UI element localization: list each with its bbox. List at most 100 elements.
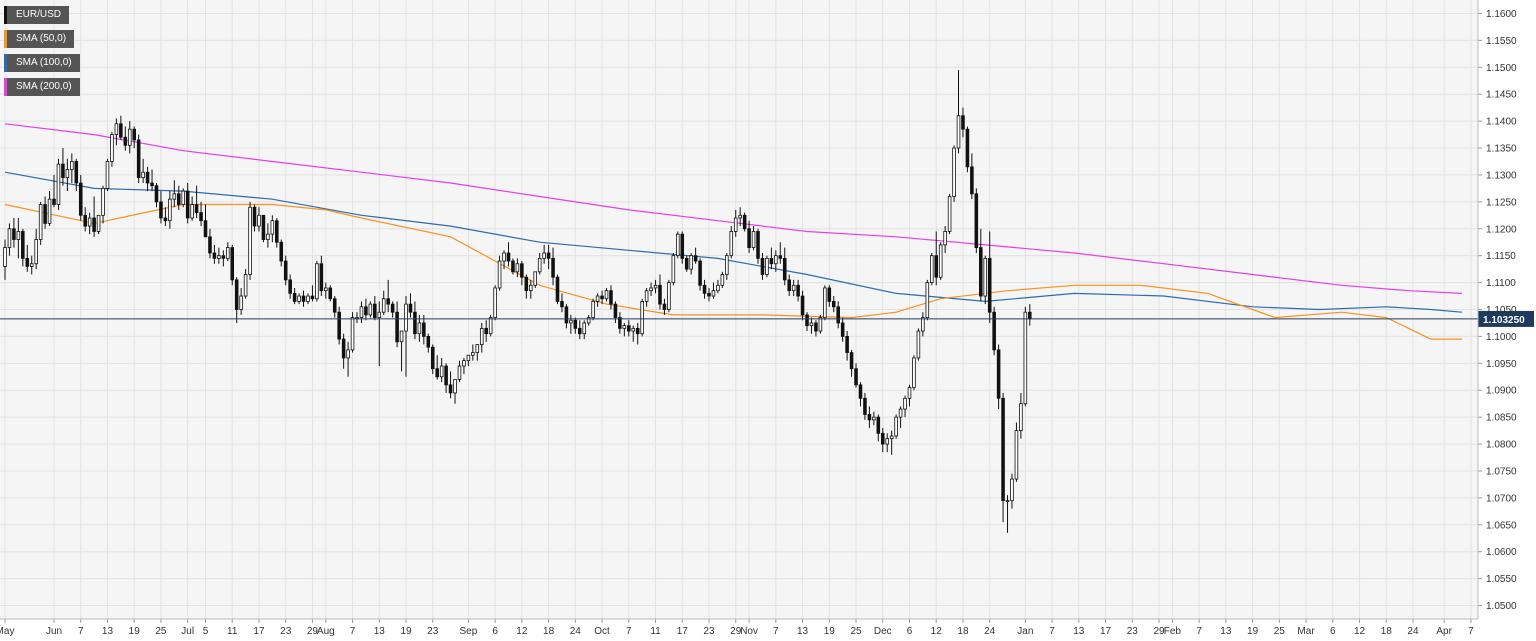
- candle: [74, 158, 79, 192]
- candle: [154, 183, 159, 208]
- candle: [61, 148, 65, 186]
- x-tick-label: 11: [650, 626, 661, 637]
- candle-body: [970, 166, 974, 195]
- x-tick-label: 7: [626, 626, 632, 637]
- candle-body: [168, 198, 172, 222]
- candle: [622, 322, 627, 337]
- candle: [640, 298, 644, 337]
- candle-body: [520, 263, 524, 278]
- candle-body: [577, 327, 582, 335]
- x-tick-label: Feb: [1164, 626, 1182, 637]
- candle: [1005, 495, 1010, 533]
- candle-body: [693, 255, 698, 262]
- candle: [404, 296, 408, 377]
- candle-body: [796, 284, 800, 297]
- candle: [270, 215, 275, 243]
- last-price-badge: [1478, 310, 1534, 327]
- candle-body: [943, 231, 947, 246]
- candle-body: [742, 214, 747, 230]
- candle: [676, 231, 680, 259]
- candle: [408, 293, 413, 318]
- candle-body: [698, 260, 702, 286]
- candle-body: [992, 311, 996, 351]
- candle: [644, 287, 649, 307]
- candle: [199, 201, 203, 227]
- candle-body: [965, 128, 970, 168]
- legend-item-sma-50[interactable]: SMA (50,0): [4, 30, 75, 48]
- candle-body: [243, 274, 248, 297]
- candle-body: [898, 408, 903, 418]
- candle-body: [190, 204, 194, 219]
- y-tick-label: 1.0600: [1486, 547, 1517, 558]
- candle-body: [564, 306, 569, 324]
- candle-body: [413, 311, 417, 335]
- y-tick-label: 1.0900: [1486, 386, 1517, 397]
- legend-item-sma-100[interactable]: SMA (100,0): [4, 54, 80, 72]
- x-tick-label: 12: [516, 626, 528, 637]
- candle-body: [83, 214, 87, 227]
- candle: [814, 320, 818, 337]
- candle: [332, 296, 337, 318]
- candle: [627, 320, 631, 337]
- x-tick-label: Jun: [46, 626, 62, 637]
- candle-body: [885, 438, 890, 445]
- candle-body: [635, 327, 640, 335]
- legend-item-sma-200[interactable]: SMA (200,0): [4, 78, 80, 96]
- candle: [662, 298, 667, 315]
- candle: [934, 231, 939, 286]
- candle-body: [809, 322, 814, 327]
- x-tick-label: Aug: [317, 626, 335, 637]
- y-tick-label: 1.1400: [1486, 117, 1517, 128]
- x-tick-label: 7: [1196, 626, 1202, 637]
- candle: [497, 255, 502, 291]
- candle: [555, 274, 560, 305]
- candle-body: [96, 214, 101, 232]
- candle: [577, 320, 582, 340]
- candle: [341, 333, 346, 369]
- x-tick-label: 7: [1049, 626, 1055, 637]
- candle: [141, 158, 145, 184]
- candle-body: [528, 284, 533, 292]
- candle: [475, 344, 480, 361]
- candle-body: [582, 322, 587, 335]
- candle: [350, 312, 355, 353]
- candle-body: [163, 217, 168, 222]
- candle: [823, 285, 827, 321]
- x-tick-label: 7: [773, 626, 779, 637]
- candle: [876, 414, 881, 442]
- candle-body: [430, 346, 435, 370]
- candle-body: [61, 163, 65, 179]
- candle: [586, 314, 591, 326]
- candle-body: [226, 247, 230, 259]
- candle: [364, 298, 368, 321]
- candle: [542, 244, 546, 264]
- candle-body: [275, 220, 279, 243]
- x-tick-label: 24: [570, 626, 582, 637]
- candle-body: [840, 322, 845, 337]
- candle-body: [417, 322, 422, 335]
- candle-body: [800, 295, 805, 316]
- candle: [903, 395, 907, 418]
- candle-body: [996, 349, 1001, 399]
- x-tick-label: 23: [1127, 626, 1139, 637]
- candle: [78, 174, 83, 221]
- candle: [283, 255, 288, 286]
- candle-body: [466, 354, 471, 362]
- candle: [827, 285, 832, 307]
- legend-swatch: [4, 78, 7, 96]
- candle: [618, 312, 622, 334]
- x-tick-label: 25: [850, 626, 862, 637]
- candle-body: [515, 263, 520, 273]
- candle-body: [306, 295, 310, 302]
- y-axis: 1.1600 1.1550 1.1500 1.1450 1.1400 1.1350 1.13…: [1477, 0, 1517, 619]
- candle-body: [502, 252, 506, 262]
- candle: [110, 131, 114, 167]
- candle-body: [453, 379, 457, 394]
- y-tick-label: 1.1150: [1486, 251, 1516, 262]
- candle: [92, 196, 96, 237]
- candle-body: [56, 163, 61, 205]
- legend-item-price[interactable]: EUR/USD: [4, 6, 70, 24]
- candle: [488, 314, 493, 337]
- candle: [444, 363, 448, 393]
